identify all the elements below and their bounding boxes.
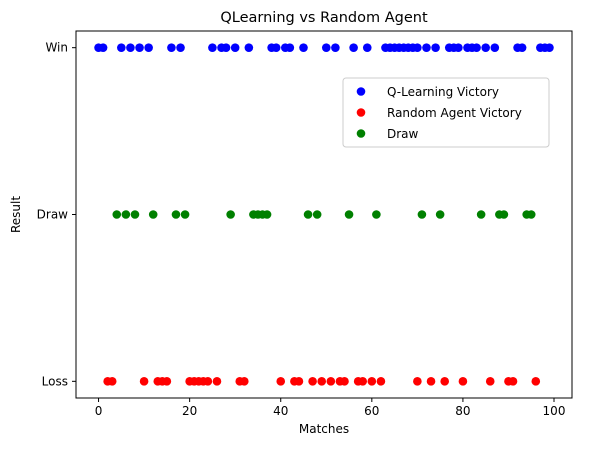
x-tick-label: 40	[273, 404, 288, 418]
data-point	[358, 377, 368, 386]
data-point	[472, 43, 481, 52]
data-point	[362, 43, 372, 52]
data-point	[376, 377, 386, 386]
x-axis-title: Matches	[299, 422, 349, 436]
data-point	[431, 43, 440, 52]
data-point	[458, 377, 468, 386]
data-point	[481, 43, 490, 52]
data-point	[117, 43, 126, 52]
data-point	[344, 210, 354, 219]
x-tick-label: 60	[364, 404, 379, 418]
data-point	[367, 377, 377, 386]
data-point	[171, 210, 181, 219]
series-random-agent-victory	[103, 377, 541, 386]
data-point	[454, 43, 463, 52]
legend-marker	[356, 87, 366, 96]
data-point	[413, 43, 422, 52]
data-point	[349, 43, 358, 52]
data-point	[144, 43, 153, 52]
data-point	[276, 377, 286, 386]
data-point	[139, 377, 149, 386]
data-point	[167, 43, 176, 52]
data-point	[180, 210, 190, 219]
y-axis: Loss Draw Win	[37, 41, 76, 388]
data-point	[508, 377, 518, 386]
data-point	[485, 377, 495, 386]
data-point	[317, 377, 327, 386]
x-axis: 0 20 40 60 80 100	[95, 398, 566, 418]
data-point	[162, 377, 172, 386]
x-tick-label: 80	[455, 404, 470, 418]
chart-title: QLearning vs Random Agent	[220, 10, 428, 26]
data-point	[262, 210, 272, 219]
data-point	[526, 210, 536, 219]
y-axis-title: Result	[9, 196, 23, 233]
data-point	[226, 210, 235, 219]
data-point	[435, 210, 445, 219]
data-point	[422, 43, 431, 52]
y-tick-label: Draw	[37, 208, 69, 222]
data-point	[176, 43, 185, 52]
data-point	[107, 377, 117, 386]
data-point	[531, 377, 541, 386]
y-tick-label: Win	[45, 41, 68, 55]
data-point	[331, 43, 340, 52]
legend: Q-Learning Victory Random Agent Victory Dr…	[342, 77, 550, 148]
legend-label: Draw	[387, 127, 419, 141]
data-point	[372, 210, 381, 219]
data-point	[203, 377, 213, 386]
data-point	[285, 43, 295, 52]
legend-label: Q-Learning Victory	[387, 85, 499, 99]
data-point	[326, 377, 336, 386]
series-draw	[112, 210, 536, 219]
data-point	[135, 43, 144, 52]
data-point	[98, 43, 108, 52]
data-point	[212, 377, 222, 386]
data-point	[490, 43, 500, 52]
series-q-learning-victory	[94, 43, 554, 52]
data-point	[413, 377, 422, 386]
data-point	[244, 43, 254, 52]
data-point	[440, 377, 450, 386]
y-tick-label: Loss	[42, 374, 68, 388]
data-point	[308, 377, 317, 386]
data-point	[312, 210, 322, 219]
x-tick-label: 100	[543, 404, 566, 418]
legend-label: Random Agent Victory	[387, 106, 522, 120]
data-point	[299, 43, 308, 52]
data-point	[208, 43, 217, 52]
data-point	[221, 43, 231, 52]
data-point	[294, 377, 304, 386]
data-point	[426, 377, 436, 386]
data-point	[271, 43, 281, 52]
data-point	[121, 210, 131, 219]
data-point	[148, 210, 158, 219]
data-point	[321, 43, 331, 52]
data-point	[130, 210, 140, 219]
data-point	[476, 210, 486, 219]
data-point	[340, 377, 349, 386]
data-point	[126, 43, 135, 52]
data-point	[417, 210, 427, 219]
data-point	[239, 377, 249, 386]
data-point	[517, 43, 527, 52]
data-point	[112, 210, 122, 219]
data-point	[303, 210, 313, 219]
x-tick-label: 20	[182, 404, 197, 418]
legend-marker	[356, 129, 366, 138]
legend-box	[342, 77, 550, 148]
legend-marker	[356, 108, 366, 117]
data-point	[545, 43, 554, 52]
data-point	[230, 43, 240, 52]
x-tick-label: 0	[95, 404, 103, 418]
data-point	[499, 210, 509, 219]
